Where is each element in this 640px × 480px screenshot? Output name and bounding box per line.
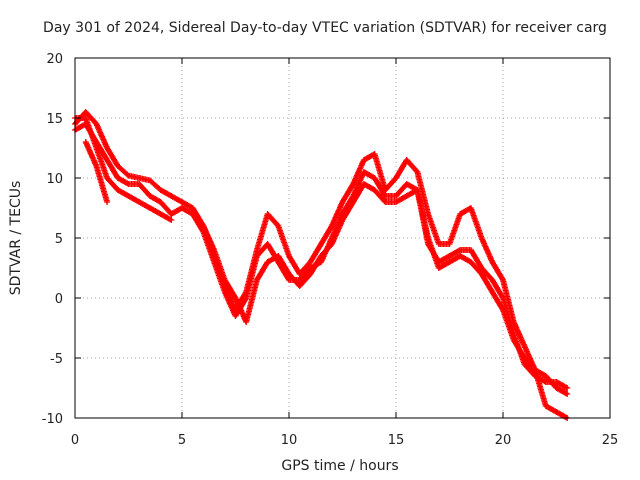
x-tick-label: 15	[388, 433, 405, 448]
series-track-5	[200, 181, 571, 421]
y-tick-label: 15	[46, 112, 63, 127]
y-tick-label: 10	[46, 172, 63, 187]
y-tick-label: 5	[55, 232, 63, 247]
x-tick-label: 5	[178, 433, 186, 448]
series-track-4	[82, 139, 111, 205]
y-tick-label: 0	[55, 292, 63, 307]
x-tick-label: 0	[71, 433, 79, 448]
grid	[75, 58, 610, 418]
y-axis-ticks: -10 -5 0 5 10 15 20	[42, 52, 610, 427]
x-axis-ticks: 0 5 10 15 20 25	[71, 58, 618, 448]
y-tick-label: 20	[46, 52, 63, 67]
data-series	[72, 109, 571, 421]
y-tick-label: -5	[50, 352, 63, 367]
y-axis-label: SDTVAR / TECUs	[8, 181, 24, 296]
x-tick-label: 25	[602, 433, 619, 448]
series-markers	[82, 139, 111, 205]
series-markers	[200, 181, 571, 421]
y-tick-label: -10	[42, 412, 63, 427]
x-tick-label: 10	[281, 433, 298, 448]
x-axis-label: GPS time / hours	[281, 458, 398, 474]
chart-title: Day 301 of 2024, Sidereal Day-to-day VTE…	[43, 20, 607, 36]
x-tick-label: 20	[495, 433, 512, 448]
